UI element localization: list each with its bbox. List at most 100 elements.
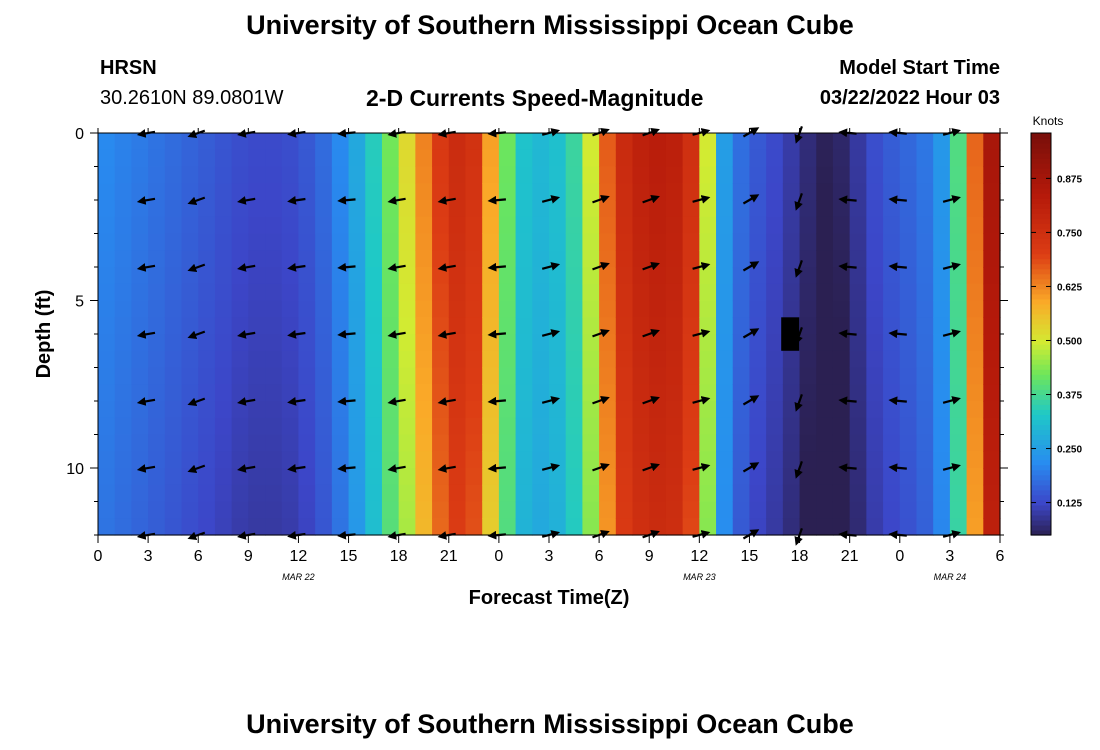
heatmap-cell (465, 401, 483, 419)
heatmap-cell (532, 350, 550, 369)
heatmap-cell (799, 283, 817, 302)
heatmap-cell (649, 350, 667, 369)
current-vector (541, 195, 561, 204)
heatmap-cell (448, 401, 467, 419)
heatmap-cell (532, 149, 550, 168)
heatmap-cell (365, 283, 383, 302)
heatmap-cell (632, 250, 650, 268)
heatmap-cell (649, 417, 667, 436)
heatmap-cell (315, 401, 333, 419)
heatmap-cell (515, 216, 533, 235)
colorbar-swatch (1031, 479, 1051, 486)
heatmap-cell (665, 367, 684, 385)
heatmap-cell (98, 166, 116, 184)
x-tick-label: 21 (841, 548, 859, 565)
heatmap-cell (164, 484, 183, 503)
colorbar-swatch (1031, 499, 1051, 506)
heatmap-cell (966, 133, 984, 151)
heatmap-cell (448, 317, 467, 335)
x-axis-label: Forecast Time(Z) (469, 587, 630, 609)
heatmap-cell (649, 267, 667, 285)
heatmap-cell (916, 233, 934, 251)
heatmap-cell (198, 233, 216, 251)
x-tick-label: 12 (290, 548, 308, 565)
heatmap-cell (699, 350, 717, 369)
heatmap-cell (432, 367, 450, 385)
heatmap-cell (766, 501, 784, 519)
heatmap-cell (231, 367, 249, 385)
heatmap-cell (164, 183, 183, 201)
heatmap-cell (515, 518, 533, 536)
heatmap-cell (615, 317, 634, 335)
heatmap-cell (131, 166, 149, 184)
heatmap-cell (899, 267, 918, 285)
heatmap-cell (148, 367, 166, 385)
heatmap-cell (549, 133, 567, 151)
heatmap-cell (114, 216, 132, 235)
heatmap-cell (498, 200, 517, 218)
heatmap-cell (615, 216, 634, 235)
heatmap-cell (615, 267, 634, 285)
heatmap-cell (114, 367, 132, 385)
colorbar-swatch (1031, 464, 1051, 471)
heatmap-cell (265, 317, 283, 335)
heatmap-cell (348, 300, 366, 318)
heatmap-cell (465, 501, 483, 519)
heatmap-cell (214, 250, 233, 268)
heatmap-cell (966, 518, 984, 536)
heatmap-cell (866, 367, 884, 385)
heatmap-cell (114, 300, 132, 318)
heatmap-cell (331, 484, 350, 503)
heatmap-cell (933, 183, 951, 201)
heatmap-cell (365, 200, 383, 218)
heatmap-cell (983, 401, 1001, 419)
heatmap-cell (632, 216, 650, 235)
heatmap-cell (615, 367, 634, 385)
current-vector (942, 329, 961, 338)
heatmap-cell (816, 133, 834, 151)
heatmap-cell (164, 216, 183, 235)
heatmap-cell (716, 518, 734, 536)
heatmap-cell (816, 200, 834, 218)
heatmap-cells (98, 133, 1001, 536)
current-vector (187, 464, 206, 474)
heatmap-cell (365, 501, 383, 519)
colorbar-swatch (1031, 238, 1051, 245)
heatmap-cell (832, 484, 851, 503)
heatmap-cell (131, 300, 149, 318)
heatmap-cell (148, 468, 166, 486)
current-vector (387, 397, 406, 406)
heatmap-cell (899, 484, 918, 503)
heatmap-cell (716, 283, 734, 302)
heatmap-cell (782, 518, 801, 536)
current-vector (642, 462, 660, 472)
colorbar-swatch (1031, 148, 1051, 154)
heatmap-cell (365, 367, 383, 385)
heatmap-cell (532, 434, 550, 452)
heatmap-cell (916, 283, 934, 302)
heatmap-cell (732, 518, 751, 536)
heatmap-cell (515, 283, 533, 302)
current-vector (487, 463, 506, 473)
heatmap-cell (849, 518, 867, 536)
heatmap-cell (782, 367, 801, 385)
heatmap-cell (381, 200, 400, 218)
heatmap-cell (565, 484, 583, 503)
heatmap-cell (749, 401, 767, 419)
heatmap-cell (899, 250, 918, 268)
heatmap-cell (732, 468, 751, 486)
heatmap-cell (148, 484, 166, 503)
heatmap-cell (732, 384, 751, 402)
heatmap-cell (465, 417, 483, 436)
heatmap-cell (816, 149, 834, 168)
current-vector (838, 329, 857, 339)
colorbar-swatch (1031, 444, 1051, 451)
heatmap-cell (365, 484, 383, 503)
heatmap-cell (164, 451, 183, 469)
heatmap-cell (281, 367, 300, 385)
heatmap-cell (398, 183, 416, 201)
heatmap-cell (465, 133, 483, 151)
heatmap-cell (248, 384, 266, 402)
heatmap-cell (665, 451, 684, 469)
heatmap-cell (281, 216, 300, 235)
